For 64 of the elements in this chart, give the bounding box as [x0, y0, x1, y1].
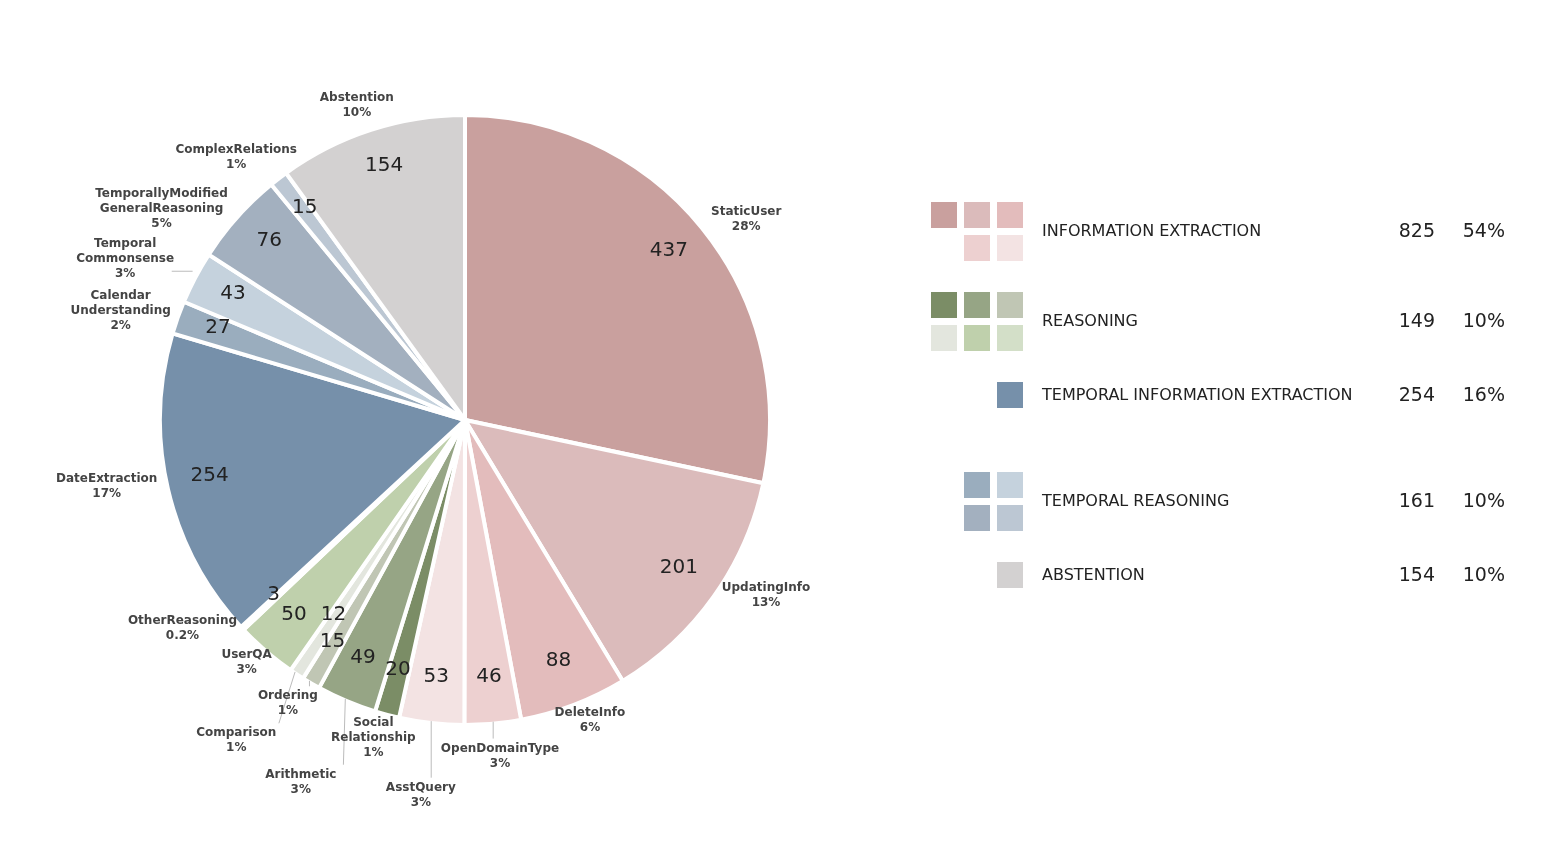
data-label: 76 [256, 227, 282, 252]
text: 1% [225, 156, 247, 171]
category-label: ABSTENTION [1042, 565, 1145, 584]
data-label: 53 [423, 662, 449, 687]
data-label: 161 [1398, 489, 1435, 511]
text: 1% [277, 703, 299, 718]
data-label: 154 [365, 152, 404, 177]
slice-label: DeleteInfo [554, 704, 626, 719]
data-label: 154 [1398, 563, 1435, 585]
text: 5% [151, 215, 172, 230]
data-label: 437 [649, 236, 688, 261]
data-label: 254 [1398, 383, 1435, 405]
data-label: 254 [190, 461, 229, 486]
data-label: 12 [320, 600, 347, 625]
text: 10% [1462, 563, 1505, 585]
data-label: 15 [319, 628, 346, 653]
text: 3% [236, 662, 257, 677]
data-label: 149 [1398, 309, 1435, 331]
text: 3% [290, 781, 311, 796]
data-label: 43 [220, 279, 246, 304]
slice-label: Comparison [196, 725, 277, 740]
text: 10% [342, 104, 372, 119]
text: 0.2% [165, 627, 200, 642]
slice-label: Temporal Commonsense [76, 236, 175, 266]
slice-label: OtherReasoning [127, 612, 238, 627]
text: 3% [114, 266, 136, 281]
slice-label: TemporallyModified GeneralReasoning [95, 185, 228, 215]
data-label: 27 [205, 313, 231, 338]
text: 6% [579, 719, 601, 734]
slice-label: Social Relationship [331, 714, 417, 744]
text: 28% [731, 219, 761, 234]
category-label: TEMPORAL INFORMATION EXTRACTION [1041, 385, 1353, 404]
slice-label: Calendar Understanding [70, 287, 171, 317]
slice-label: DateExtraction [56, 470, 158, 485]
data-label: 49 [350, 643, 376, 668]
text: 13% [751, 595, 781, 610]
text: 10% [1462, 309, 1505, 331]
slice-label: UserQA [221, 647, 273, 662]
data-label: 50 [281, 600, 307, 625]
text: 3% [410, 794, 432, 809]
category-label: REASONING [1042, 311, 1138, 330]
text: 54% [1462, 219, 1505, 241]
slice-label: OpenDomainType [440, 740, 560, 755]
category-label: TEMPORAL REASONING [1041, 491, 1230, 510]
slice-label: StaticUser [711, 204, 782, 219]
data-label: 201 [659, 553, 698, 578]
slice-label: UpdatingInfo [721, 580, 811, 595]
text: 10% [1462, 489, 1505, 511]
text: 2% [110, 317, 131, 332]
slice-label: AsstQuery [385, 779, 456, 794]
data-label: 825 [1398, 219, 1435, 241]
data-label: 88 [545, 647, 572, 672]
text: 17% [92, 485, 122, 500]
slice-label: Abstention [319, 89, 394, 104]
text: 3% [489, 755, 511, 770]
text: 1% [363, 744, 384, 759]
slice-label: ComplexRelations [175, 141, 297, 156]
category-label: INFORMATION EXTRACTION [1042, 221, 1262, 240]
text: 16% [1462, 383, 1505, 405]
slice-label: Ordering [257, 688, 318, 703]
data-label: 46 [476, 663, 502, 688]
text: 1% [226, 740, 247, 755]
data-label: 15 [291, 194, 318, 219]
slice-label: Arithmetic [265, 766, 337, 781]
